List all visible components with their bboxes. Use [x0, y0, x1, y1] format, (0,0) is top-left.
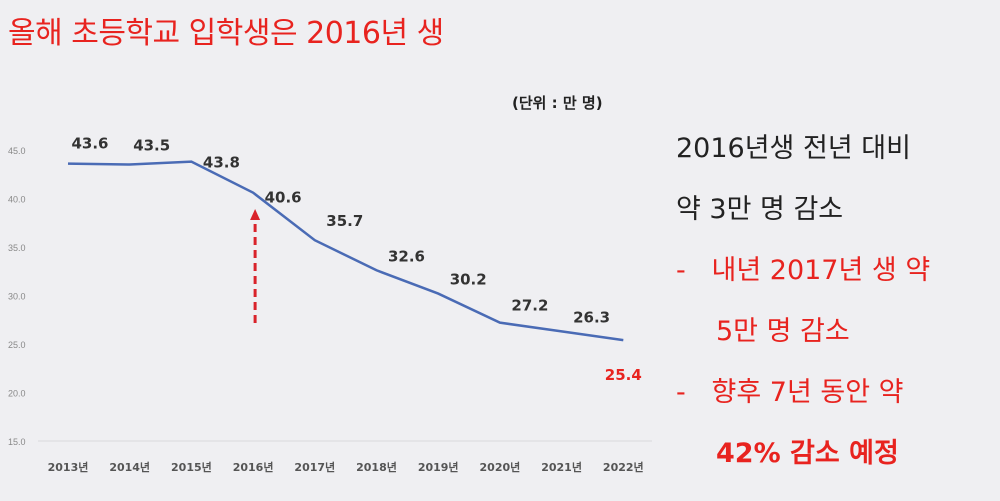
data-label: 27.2 [511, 297, 548, 315]
data-label: 43.8 [203, 154, 240, 172]
note-line-1: 2016년생 전년 대비 [676, 133, 911, 164]
y-tick-label: 40.0 [8, 195, 26, 205]
x-tick-label: 2013년 [48, 460, 89, 474]
y-tick-label: 20.0 [8, 389, 26, 399]
note-bullet-2a: 향후 7년 동안 약 [711, 377, 904, 408]
x-tick-label: 2016년 [233, 460, 274, 474]
y-tick-label: 25.0 [8, 340, 26, 350]
x-tick-label: 2018년 [356, 460, 397, 474]
data-label: 25.4 [605, 366, 642, 384]
line-chart: 15.0 20.0 25.0 30.0 35.0 40.0 45.0 2013년 2014년 20… [8, 135, 652, 474]
note-bullet-2b: 42% 감소 예정 [716, 438, 899, 469]
data-label: 32.6 [388, 247, 425, 265]
x-tick-label: 2022년 [603, 460, 644, 474]
bullet-dash: - [676, 255, 686, 286]
data-label: 40.6 [265, 189, 302, 207]
data-label: 35.7 [326, 212, 363, 230]
highlight-arrow-head [250, 209, 261, 220]
unit-label: (단위 : 만 명) [512, 94, 603, 112]
note-line-2: 약 3만 명 감소 [676, 194, 844, 225]
y-tick-label: 35.0 [8, 243, 26, 253]
note-bullet-1a: 내년 2017년 생 약 [711, 255, 931, 286]
y-tick-label: 45.0 [8, 146, 26, 156]
bullet-dash: - [676, 377, 686, 408]
y-tick-label: 30.0 [8, 292, 26, 302]
note-bullet-1b: 5만 명 감소 [716, 316, 850, 347]
y-tick-label: 15.0 [8, 437, 26, 447]
side-notes: 2016년생 전년 대비 약 3만 명 감소 - 내년 2017년 생 약 5만… [676, 118, 930, 484]
x-tick-label: 2019년 [418, 460, 459, 474]
series-line [67, 160, 624, 342]
page-title: 올해 초등학교 입학생은 2016년 생 [8, 16, 444, 51]
data-label: 30.2 [450, 271, 487, 289]
x-tick-label: 2017년 [294, 460, 335, 474]
data-label: 26.3 [573, 308, 610, 326]
x-tick-label: 2014년 [109, 460, 150, 474]
x-tick-label: 2020년 [480, 460, 521, 474]
x-tick-label: 2015년 [171, 460, 212, 474]
data-label: 43.5 [133, 137, 170, 155]
x-tick-label: 2021년 [541, 460, 582, 474]
data-label: 43.6 [71, 135, 108, 153]
